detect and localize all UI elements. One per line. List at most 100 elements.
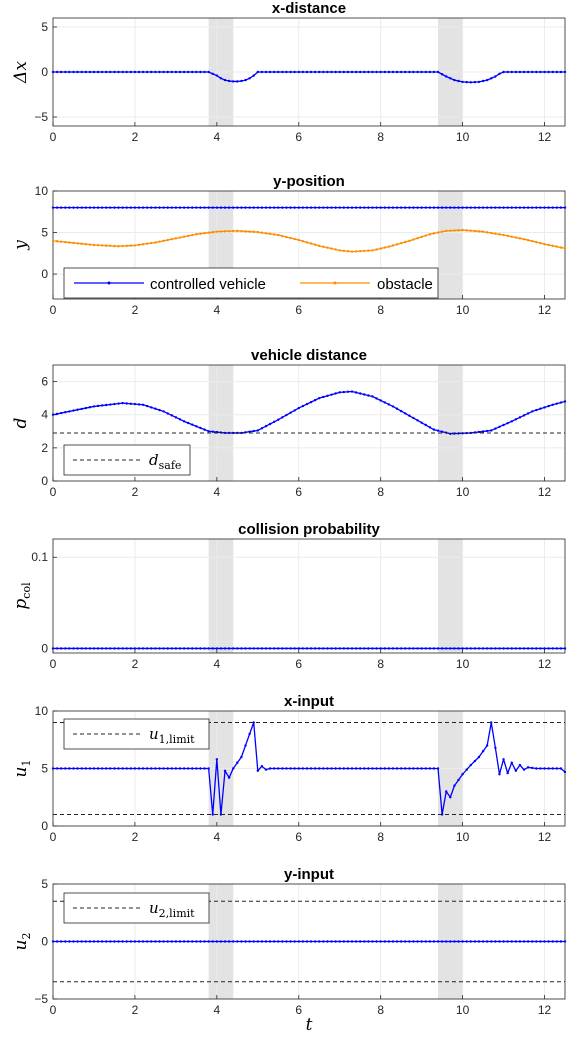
data-point: [293, 647, 296, 650]
data-point: [387, 647, 391, 650]
data-point: [342, 647, 346, 650]
series-controlled-markers: [51, 70, 567, 84]
data-point: [506, 206, 509, 209]
data-point: [174, 940, 178, 943]
data-point: [146, 940, 149, 943]
data-point: [481, 230, 485, 233]
data-point: [490, 429, 493, 432]
data-point: [285, 940, 288, 943]
data-point: [137, 767, 141, 770]
x-tick-label: 0: [50, 485, 57, 499]
data-point: [223, 206, 227, 209]
data-point: [416, 940, 419, 943]
legend-label-obstacle: obstacle: [377, 276, 433, 293]
data-point: [334, 392, 337, 395]
data-point: [354, 250, 358, 253]
data-point: [301, 940, 305, 943]
data-point: [535, 767, 538, 770]
data-point: [227, 647, 231, 650]
data-point: [301, 767, 305, 770]
data-point: [313, 70, 317, 74]
data-point: [272, 206, 276, 209]
data-point: [461, 80, 464, 84]
y-axis-label-sub: col: [20, 582, 33, 599]
data-point: [244, 940, 247, 943]
data-point: [121, 940, 124, 943]
data-point: [285, 413, 288, 417]
data-point: [133, 402, 137, 406]
x-tick-label: 8: [377, 1003, 384, 1017]
data-point: [563, 647, 567, 650]
data-point: [309, 242, 313, 245]
data-point: [494, 647, 497, 650]
data-point: [219, 77, 223, 80]
data-point: [146, 242, 149, 245]
data-point: [539, 647, 542, 650]
data-point: [121, 70, 124, 74]
data-point: [481, 430, 485, 433]
data-point: [539, 70, 542, 74]
data-point: [445, 790, 448, 793]
data-point: [383, 70, 386, 74]
data-point: [555, 402, 559, 405]
data-point: [305, 767, 309, 770]
data-point: [518, 647, 522, 650]
x-tick-label: 6: [295, 485, 302, 499]
data-point: [510, 761, 513, 764]
y-axis-label-main: Δx: [11, 61, 31, 84]
data-point: [256, 206, 259, 209]
data-point: [240, 229, 243, 233]
y-tick-label: 5: [41, 877, 48, 891]
data-point: [240, 206, 243, 209]
data-point: [105, 206, 108, 209]
data-point: [125, 206, 128, 209]
data-point: [399, 409, 403, 413]
x-tick-label: 6: [295, 657, 302, 671]
data-point: [338, 767, 341, 770]
data-point: [420, 235, 423, 239]
data-point: [522, 70, 526, 74]
data-point: [391, 767, 395, 770]
data-point: [211, 813, 214, 816]
data-point: [522, 940, 526, 943]
data-point: [215, 206, 219, 209]
data-point: [383, 940, 386, 943]
data-point: [84, 206, 87, 209]
data-point: [387, 403, 391, 406]
data-point: [395, 647, 399, 650]
data-point: [301, 70, 305, 74]
data-point: [457, 940, 460, 943]
data-point: [416, 647, 419, 650]
data-point: [236, 940, 239, 943]
data-point: [260, 427, 264, 430]
data-point: [260, 231, 264, 234]
data-point: [158, 647, 161, 650]
data-point: [494, 940, 497, 943]
data-point: [227, 206, 231, 209]
data-point: [371, 647, 374, 650]
data-point: [506, 421, 509, 425]
data-point: [178, 206, 182, 209]
data-point: [146, 404, 149, 408]
y-axis-label-main: u: [11, 940, 31, 951]
x-tick-label: 8: [377, 130, 384, 144]
data-point: [211, 231, 214, 234]
data-point: [559, 940, 563, 943]
data-point: [96, 404, 100, 408]
data-point: [178, 70, 182, 74]
data-point: [326, 940, 329, 943]
data-point: [322, 767, 325, 770]
data-point: [322, 395, 325, 399]
data-point: [395, 407, 399, 410]
data-point: [313, 767, 317, 770]
data-point: [248, 732, 251, 736]
data-point: [490, 940, 493, 943]
data-point: [543, 406, 546, 409]
data-point: [105, 940, 108, 943]
y-axis-label: u1: [11, 760, 33, 778]
data-point: [113, 244, 116, 248]
data-point: [543, 767, 546, 770]
shaded-interval-1: [438, 365, 463, 481]
data-point: [412, 647, 415, 650]
data-point: [309, 647, 313, 650]
